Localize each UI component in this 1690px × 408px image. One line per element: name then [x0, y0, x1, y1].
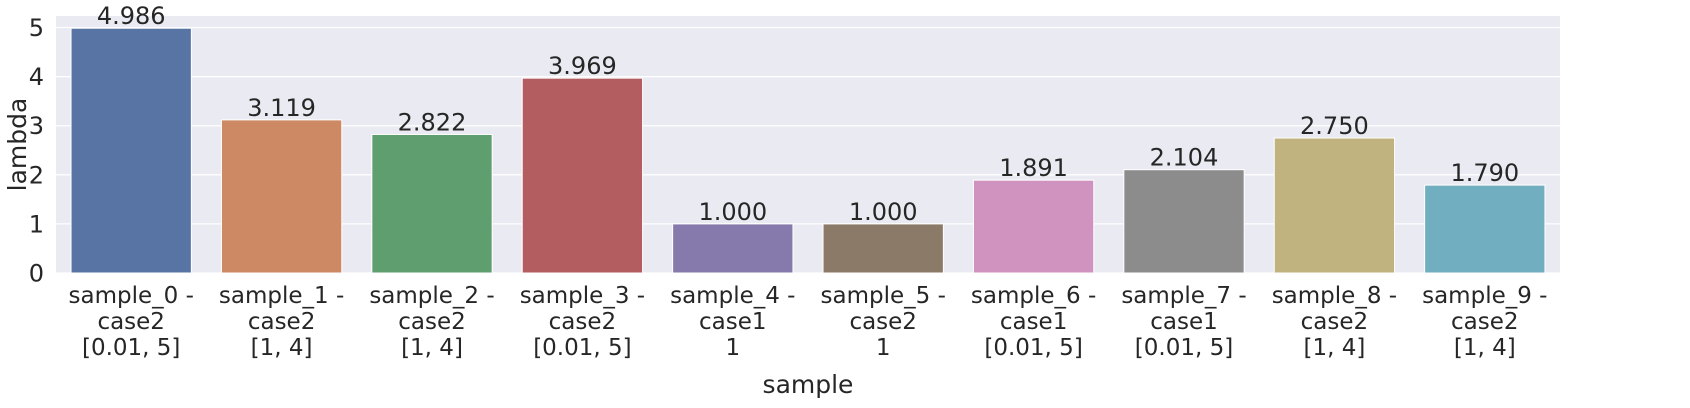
- x-tick-label: sample_3 -case2 [0.01, 5]: [520, 283, 645, 361]
- x-tick-label-line: [1, 4]: [1303, 335, 1365, 361]
- bar: [70, 27, 192, 274]
- y-tick-label: 5: [29, 14, 44, 42]
- bar-value-labels: 4.986 3.119 2.822 3.969 1.000 1.000 1.891 2.104…: [97, 2, 1519, 226]
- x-tick-label-line: [0.01, 5]: [1135, 335, 1233, 361]
- x-tick-label-line: [1, 4]: [251, 335, 313, 361]
- x-tick-label-line: sample_0 -: [69, 283, 194, 309]
- bar-value-label: 1.891: [999, 154, 1068, 182]
- x-tick-label-line: case2: [398, 309, 466, 335]
- x-tick-label-line: sample_6 -: [971, 283, 1096, 309]
- x-tick-label: sample_6 -case1 [0.01, 5]: [971, 283, 1096, 361]
- x-tick-label-line: sample_4 -: [670, 283, 795, 309]
- bar-value-label: 2.822: [398, 108, 467, 136]
- x-tick-label-line: sample_8 -: [1272, 283, 1397, 309]
- x-tick-labels: sample_0 -case2 [0.01, 5]sample_1 -case2[…: [69, 283, 1548, 361]
- x-tick-label-line: [1, 4]: [401, 335, 463, 361]
- x-tick-label-line: case2: [849, 309, 917, 335]
- x-tick-label-line: sample_3 -: [520, 283, 645, 309]
- y-tick-label: 0: [29, 260, 44, 288]
- x-tick-label: sample_0 -case2 [0.01, 5]: [69, 283, 194, 361]
- x-tick-label: sample_4 -case1 1: [670, 283, 795, 361]
- x-tick-label-line: [1, 4]: [1454, 335, 1516, 361]
- x-tick-label-line: 1: [876, 335, 891, 361]
- bar: [672, 223, 794, 274]
- x-tick-label-line: case2: [97, 309, 165, 335]
- bar-value-label: 2.750: [1300, 112, 1369, 140]
- x-tick-label-line: case1: [1150, 309, 1218, 335]
- x-tick-label-line: [0.01, 5]: [984, 335, 1082, 361]
- x-tick-label: sample_8 -case2 [1, 4]: [1272, 283, 1397, 361]
- bar-value-label: 3.969: [548, 52, 617, 80]
- x-tick-label: sample_2 -case2 [1, 4]: [369, 283, 494, 361]
- x-tick-label-line: [0.01, 5]: [533, 335, 631, 361]
- bar-value-label: 2.104: [1150, 144, 1219, 172]
- y-axis-label: lambda: [3, 98, 32, 192]
- y-tick-label: 2: [29, 161, 44, 189]
- x-tick-label-line: sample_2 -: [369, 283, 494, 309]
- x-tick-label: sample_9 -case2 [1, 4]: [1422, 283, 1547, 361]
- x-tick-label-line: 1: [725, 335, 740, 361]
- x-tick-label-line: case2: [1301, 309, 1369, 335]
- bar: [371, 133, 493, 274]
- bar: [1424, 184, 1546, 274]
- x-tick-label-line: case2: [1451, 309, 1519, 335]
- x-tick-label-line: sample_9 -: [1422, 283, 1547, 309]
- x-axis-label: sample: [763, 370, 854, 399]
- x-tick-label-line: case2: [248, 309, 316, 335]
- y-tick-label: 4: [29, 63, 44, 91]
- x-tick-label: sample_1 -case2 [1, 4]: [219, 283, 344, 361]
- x-tick-label: sample_5 -case2 1: [821, 283, 946, 361]
- bar: [972, 179, 1095, 274]
- x-tick-label-line: case1: [699, 309, 767, 335]
- bar: [521, 77, 644, 274]
- x-tick-label-line: [0.01, 5]: [82, 335, 180, 361]
- x-tick-label-line: sample_7 -: [1121, 283, 1246, 309]
- bar-value-label: 1.000: [698, 198, 767, 226]
- bar-value-label: 3.119: [247, 94, 316, 122]
- bar-value-label: 1.790: [1450, 159, 1519, 187]
- y-tick-labels: 0 1 2 3 4 5: [29, 14, 44, 287]
- x-tick-label-line: case1: [1000, 309, 1068, 335]
- x-tick-label-line: sample_5 -: [821, 283, 946, 309]
- x-tick-label-line: case2: [549, 309, 617, 335]
- y-tick-label: 1: [29, 210, 44, 238]
- bar: [822, 223, 944, 274]
- bar: [1123, 169, 1245, 274]
- x-tick-label-line: sample_1 -: [219, 283, 344, 309]
- bar-value-label: 1.000: [849, 198, 918, 226]
- bar: [220, 119, 343, 274]
- y-tick-label: 3: [29, 112, 44, 140]
- bars: [70, 27, 1546, 274]
- x-tick-label: sample_7 -case1 [0.01, 5]: [1121, 283, 1246, 361]
- bar: [1273, 137, 1396, 274]
- bar-value-label: 4.986: [97, 2, 166, 30]
